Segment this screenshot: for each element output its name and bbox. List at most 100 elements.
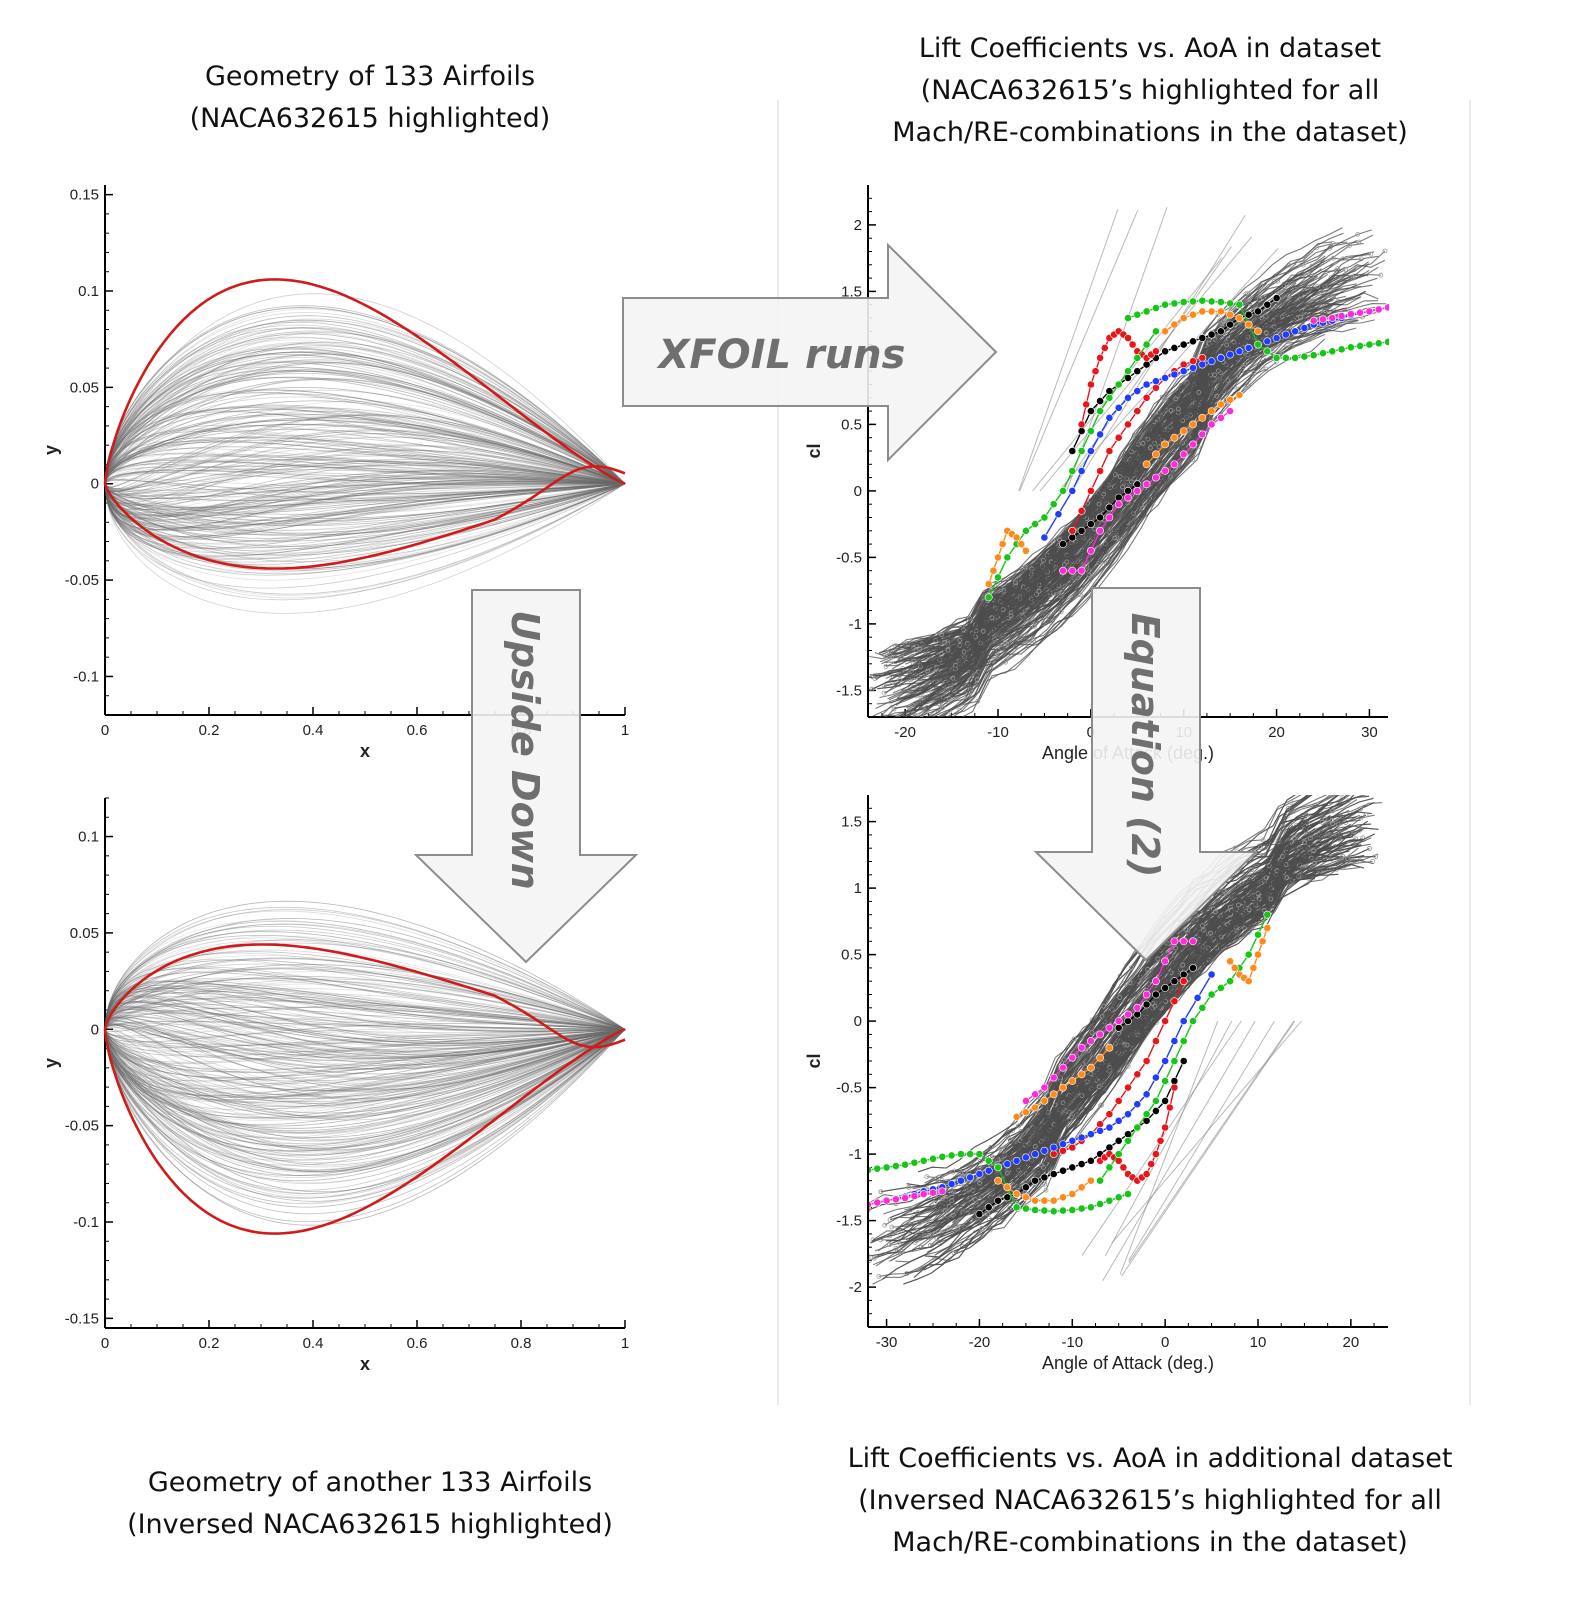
geom-top-x-tick-label: 0.6 [407,722,428,739]
cl-bottom-series-point [1147,1160,1156,1168]
cl-bottom-series-point [1207,990,1216,999]
equation-arrow [1033,587,1259,962]
geom-bottom-airfoil-upper [105,1021,626,1059]
geom-bottom-airfoil-lower [105,1028,626,1145]
cl-top-bg-marker [1120,484,1125,490]
cl-bottom-series-point [910,1158,919,1167]
geom-top-airfoil-lower [105,483,626,572]
cl-top-bg-marker [1041,558,1046,563]
geom-top-airfoil-upper [105,378,626,485]
geom-top-airfoil-upper [105,472,626,485]
geom-top-airfoil-upper [105,407,626,485]
geom-bottom-x-axis-label: x [360,1354,370,1374]
geom-top-airfoil-lower [105,473,626,520]
cl-bottom-bg-curve [901,823,1334,1247]
cl-bottom-series-point [994,1196,1002,1205]
geom-bottom-airfoil-lower [105,1028,626,1056]
cl-bottom-bg-stray-line [1128,1020,1295,1263]
geom-top-airfoil-lower [105,483,626,541]
geom-bottom-airfoil-lower [105,1029,626,1205]
cl-bottom-series-point [1049,1207,1058,1216]
cl-bottom-bg-marker [1017,1138,1023,1143]
geom-top-airfoil-lower [105,478,626,523]
cl-top-series-point [1235,300,1244,309]
geom-bottom-airfoil-lower [105,1028,626,1176]
cl-top-series-point [1114,380,1123,389]
cl-top-bg-marker [1058,609,1064,615]
cl-top-series-point [1179,427,1188,435]
cl-top-bg-marker [868,728,872,732]
cl-bottom-series-point [1179,1057,1188,1065]
cl-top-series-point [1300,324,1309,332]
cl-top-series-point [1179,340,1188,349]
geom-top-airfoil-upper [105,417,626,485]
cl-top-bg-marker [1084,563,1090,569]
cl-top-bg-marker [1224,342,1230,348]
cl-top-bg-marker [1036,588,1042,594]
geom-bottom-airfoil-upper [105,1016,626,1090]
geom-top-airfoil-upper [105,400,626,485]
cl-top-series-point [1077,506,1086,515]
cl-bottom-series-point [882,1163,891,1172]
cl-bottom-series-point [1022,1153,1030,1162]
cl-bottom-bg-marker [1284,875,1290,880]
geom-top-airfoil-lower [105,481,626,500]
geom-bottom-airfoil-upper [105,997,626,1039]
cl-bottom-bg-marker [1145,966,1151,972]
cl-top-series-point [1142,393,1151,402]
geom-bottom-airfoil-lower [105,1028,626,1048]
cl-top-bg-marker [989,589,994,594]
cl-top-bg-marker [980,628,986,634]
cl-top-bg-marker [1343,267,1348,273]
cl-bottom-series-point [1114,1023,1123,1032]
geom-top-airfoil-upper [105,362,626,485]
geom-bottom-airfoil-upper [105,1027,626,1092]
cl-bottom-series-point [1031,1206,1039,1214]
cl-top-series-point [1096,430,1104,439]
cl-bottom-bg-marker [1071,1036,1077,1042]
cl-bottom-bg-marker [932,1200,938,1206]
geom-top-airfoil-upper [105,469,626,485]
cl-bottom-bg-curve [910,856,1343,1211]
geom-top-airfoil-lower [105,483,626,526]
cl-bottom-x-tick-label: 20 [1343,1334,1360,1351]
cl-top-bg-curve [933,290,1366,669]
cl-top-bg-marker [1034,592,1039,597]
geom-bottom-airfoil-upper [105,931,626,1030]
geom-top-airfoil-lower [105,470,626,505]
cl-top-bg-curve [938,257,1327,717]
cl-top-series-point [994,573,1002,582]
cl-top-bg-curve [876,266,1379,705]
cl-bottom-bg-marker [1089,1030,1095,1035]
geom-top-airfoil-upper [105,466,626,485]
cl-top-series-point [1003,553,1012,562]
geom-bottom-highlight-upper [103,943,626,1049]
cl-bottom-series-point [1068,1163,1077,1172]
geom-bottom-airfoil-upper [105,978,626,1030]
geom-bottom-airfoil-upper [105,998,626,1030]
cl-bottom-bg-marker [1266,863,1272,868]
geom-top-airfoil-lower [105,434,626,498]
cl-top-series-point [1328,314,1337,322]
cl-top-series-point [1082,400,1091,409]
geom-bottom-y-tick-label: 0.1 [78,829,99,846]
cl-top-bg-marker [1368,251,1374,257]
geom-bottom-airfoil-lower [105,1028,626,1096]
cl-top-bg-marker [1112,535,1118,541]
geom-bottom-airfoil-lower [105,1028,626,1118]
cl-bottom-bg-marker [1263,875,1269,881]
cl-bottom-bg-marker [1129,965,1134,970]
geom-top-airfoil-lower [105,483,626,514]
cl-bottom-series-point [1068,1190,1077,1198]
cl-bottom-series-point [1230,964,1239,972]
cl-top-bg-marker [1031,638,1036,644]
geom-top-airfoil-upper [105,327,626,485]
cl-top-bg-marker [1271,350,1277,355]
geom-bottom-airfoil-lower [105,1005,626,1032]
cl-top-series-point [1096,526,1104,535]
geom-bottom-airfoil-upper [105,986,626,1030]
geom-bottom-airfoil-upper [105,1006,626,1030]
geom-top-airfoil-lower [105,483,626,524]
geom-top-airfoil-lower [105,483,626,531]
geom-bottom-airfoil-lower [105,1028,626,1047]
